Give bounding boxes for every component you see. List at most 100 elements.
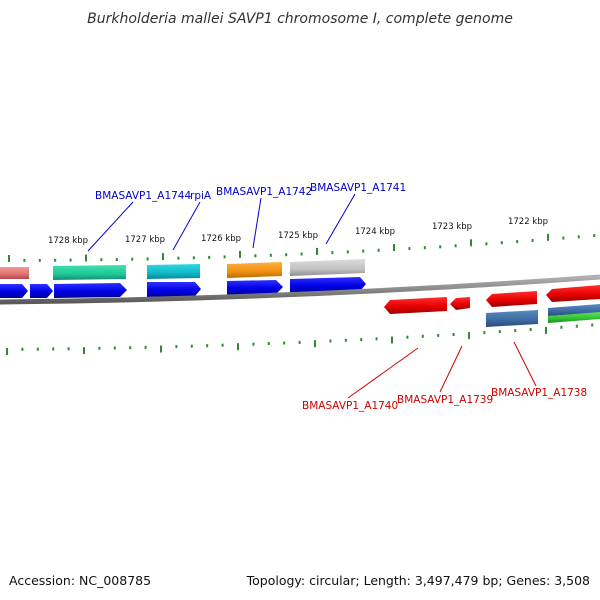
scale-label-1727-kbp: 1727 kbp (125, 235, 165, 245)
minor-tick (285, 253, 288, 257)
minor-tick (129, 346, 132, 350)
cds-forward[interactable] (227, 280, 283, 295)
minor-tick (298, 340, 301, 344)
minor-tick (100, 258, 103, 262)
leader-line (172, 201, 201, 251)
minor-tick (346, 250, 349, 254)
minor-tick (454, 244, 457, 248)
major-tick (237, 343, 239, 351)
leader-line (347, 347, 419, 399)
minor-tick (514, 329, 517, 333)
minor-tick (221, 343, 224, 347)
scale-ticks-inner (6, 323, 594, 355)
gene-label-rpia[interactable]: rpiA (190, 190, 212, 202)
major-tick (393, 244, 395, 251)
minor-tick (146, 257, 149, 261)
major-tick (239, 250, 241, 258)
minor-tick (283, 341, 286, 345)
minor-tick (252, 342, 255, 346)
major-tick (83, 347, 85, 355)
minor-tick (67, 347, 70, 351)
minor-tick (406, 335, 409, 339)
cds-reverse[interactable] (450, 297, 470, 310)
minor-tick (331, 251, 334, 255)
gene-label-bmasavp1-a1739[interactable]: BMASAVP1_A1739 (397, 394, 493, 406)
minor-tick (529, 328, 532, 331)
minor-tick (329, 339, 332, 343)
minor-tick (483, 331, 486, 335)
cds-forward[interactable] (54, 283, 127, 298)
minor-tick (375, 337, 378, 341)
cds-forward-rpia[interactable] (147, 282, 201, 297)
minor-tick (485, 242, 488, 246)
minor-tick (437, 333, 440, 337)
cds-forward[interactable] (0, 284, 28, 298)
minor-tick (206, 344, 209, 348)
minor-tick (223, 255, 226, 259)
minor-tick (23, 258, 26, 262)
feature-steel[interactable] (486, 310, 538, 327)
minor-tick (377, 248, 380, 252)
cds-reverse[interactable] (384, 297, 447, 314)
gene-label-bmasavp1-a1744[interactable]: BMASAVP1_A1744 (95, 190, 191, 202)
gene-label-bmasavp1-a1742[interactable]: BMASAVP1_A1742 (216, 186, 312, 198)
minor-tick (190, 344, 193, 348)
gene-label-bmasavp1-a1740[interactable]: BMASAVP1_A1740 (302, 400, 398, 412)
minor-tick (344, 338, 347, 342)
minor-tick (591, 323, 594, 327)
minor-tick (362, 249, 365, 253)
major-tick (85, 254, 87, 262)
cds-forward[interactable] (30, 284, 53, 298)
feature-green[interactable] (548, 312, 600, 323)
scale-label-1728-kbp: 1728 kbp (48, 236, 88, 246)
minor-tick (575, 324, 578, 328)
major-tick (316, 247, 318, 255)
major-tick (470, 239, 472, 247)
minor-tick (131, 257, 134, 261)
cds-forward[interactable] (290, 277, 366, 293)
leader-line (87, 201, 134, 252)
minor-tick (208, 255, 211, 259)
minor-tick (593, 234, 596, 238)
minor-tick (36, 347, 39, 351)
minor-tick (500, 241, 503, 245)
major-tick (6, 348, 8, 355)
major-tick (314, 340, 316, 348)
minor-tick (192, 256, 195, 260)
minor-tick (69, 258, 72, 262)
scale-ticks-outer (8, 233, 596, 262)
major-tick (162, 253, 164, 261)
minor-tick (560, 325, 563, 329)
gene-label-bmasavp1-a1738[interactable]: BMASAVP1_A1738 (491, 387, 587, 399)
minor-tick (516, 240, 519, 244)
leader-line (439, 345, 463, 393)
minor-tick (144, 345, 147, 349)
scale-label-1726-kbp: 1726 kbp (201, 234, 241, 244)
scale-label-1723-kbp: 1723 kbp (432, 222, 472, 232)
minor-tick (439, 245, 442, 249)
feature-teal[interactable] (53, 265, 126, 280)
feature-cyan[interactable] (147, 264, 200, 279)
minor-tick (54, 258, 57, 262)
minor-tick (98, 346, 101, 350)
scale-label-1725-kbp: 1725 kbp (278, 231, 318, 241)
minor-tick (269, 253, 272, 257)
genome-backbone (0, 274, 600, 305)
minor-tick (423, 246, 426, 250)
minor-tick (113, 346, 116, 350)
major-tick (468, 332, 470, 340)
leader-line (325, 193, 356, 245)
feature-salmon[interactable] (0, 267, 29, 279)
minor-tick (360, 338, 363, 342)
minor-tick (115, 258, 118, 261)
minor-tick (175, 345, 178, 349)
cds-reverse[interactable] (486, 291, 537, 307)
feature-orange[interactable] (227, 262, 282, 278)
cds-reverse[interactable] (546, 285, 600, 302)
feature-gray[interactable] (290, 259, 365, 276)
minor-tick (254, 254, 257, 258)
accession-text: Accession: NC_008785 (9, 573, 152, 588)
gene-label-bmasavp1-a1741[interactable]: BMASAVP1_A1741 (310, 182, 406, 194)
major-tick (160, 345, 162, 353)
leader-line (513, 341, 537, 387)
